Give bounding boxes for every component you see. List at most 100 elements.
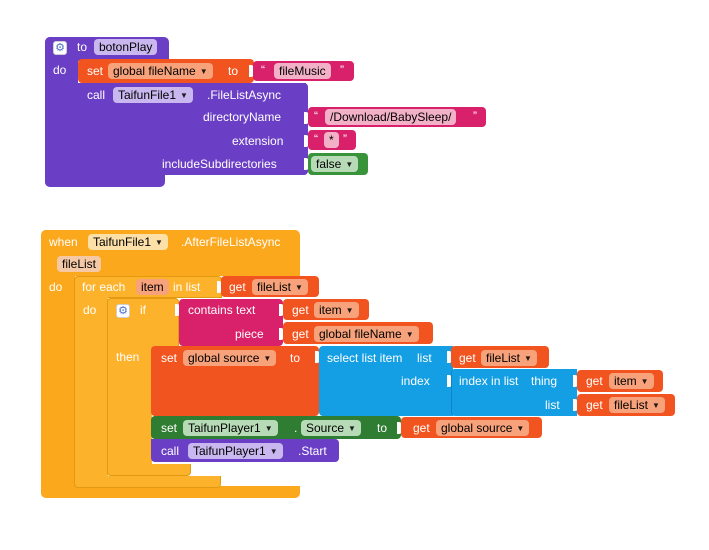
index-in-list-keyword: index in list (459, 374, 519, 388)
get-keyword: get (292, 327, 309, 341)
socket-notch (249, 65, 254, 77)
socket-notch (573, 375, 578, 387)
dropdown-arrow-icon: ▼ (516, 424, 525, 433)
property-name: Source (306, 421, 345, 435)
param-extension: extension (232, 134, 284, 148)
for-each-keyword: for each (82, 280, 126, 294)
get-keyword: get (586, 398, 603, 412)
do-keyword: do (83, 303, 97, 317)
index-in-list-block[interactable] (451, 369, 577, 416)
get-variable-dropdown[interactable]: item ▼ (314, 302, 359, 318)
dropdown-arrow-icon: ▼ (180, 91, 188, 100)
dropdown-arrow-icon: ▼ (264, 424, 273, 433)
mutator-gear-icon[interactable]: ⚙ (53, 41, 67, 55)
then-keyword: then (116, 350, 140, 364)
to-keyword: to (290, 351, 301, 365)
get-variable-dropdown[interactable]: item ▼ (609, 373, 654, 389)
component-dropdown[interactable]: TaifunFile1 ▼ (113, 87, 193, 103)
socket-notch (304, 158, 309, 170)
list-keyword: list (417, 351, 432, 365)
get-variable-dropdown[interactable]: fileList ▼ (609, 397, 665, 413)
if-left-arm (107, 298, 152, 476)
in-list-keyword: in list (173, 280, 201, 294)
variable-name: item (319, 303, 342, 317)
param-directoryname: directoryName (203, 110, 282, 124)
to-keyword: to (228, 64, 239, 78)
variable-name: global fileName (319, 327, 402, 341)
boolean-dropdown[interactable]: false ▼ (311, 156, 359, 172)
get-keyword: get (413, 421, 430, 435)
get-variable-dropdown[interactable]: global source ▼ (436, 420, 530, 436)
index-keyword: index (401, 374, 430, 388)
when-keyword: when (49, 235, 78, 249)
quote-open: “ (261, 63, 265, 77)
socket-notch (447, 375, 452, 387)
dropdown-arrow-icon: ▼ (524, 354, 532, 363)
quote-close: ” (473, 109, 477, 123)
dropdown-arrow-icon: ▼ (652, 401, 660, 410)
component-name: TaifunFile1 (93, 235, 152, 249)
call-keyword: call (87, 88, 106, 102)
if-keyword: if (140, 303, 146, 317)
for-each-left-arm (74, 276, 108, 488)
variable-name: fileList (614, 398, 649, 412)
variable-dropdown[interactable]: global source ▼ (183, 350, 277, 366)
dropdown-arrow-icon: ▼ (269, 447, 278, 456)
dropdown-arrow-icon: ▼ (263, 354, 272, 363)
for-each-bottom (74, 476, 221, 488)
procedure-botonplay-left-arm (45, 37, 78, 187)
get-keyword: get (459, 351, 476, 365)
socket-notch (175, 304, 180, 316)
set-keyword: set (161, 421, 178, 435)
event-left-arm (41, 230, 75, 498)
socket-notch (315, 351, 320, 363)
event-name: .AfterFileListAsync (181, 235, 281, 249)
dropdown-arrow-icon: ▼ (345, 306, 354, 315)
dropdown-arrow-icon: ▼ (155, 238, 163, 247)
do-keyword: do (53, 63, 67, 77)
dropdown-arrow-icon: ▼ (640, 377, 649, 386)
select-list-item-block[interactable] (319, 346, 453, 416)
component-dropdown[interactable]: TaifunFile1 ▼ (88, 234, 168, 250)
component-dropdown[interactable]: TaifunPlayer1 ▼ (188, 443, 283, 459)
variable-name: fileList (486, 351, 521, 365)
dropdown-arrow-icon: ▼ (345, 160, 354, 169)
variable-name: global fileName (113, 64, 196, 78)
directory-value-field[interactable]: /Download/BabySleep/ (325, 109, 457, 125)
contains-text-block[interactable] (179, 299, 283, 346)
get-variable-dropdown[interactable]: fileList ▼ (252, 279, 308, 295)
dropdown-arrow-icon: ▼ (348, 424, 356, 433)
procedure-name-field[interactable]: botonPlay (94, 39, 158, 55)
socket-notch (304, 112, 309, 124)
get-keyword: get (292, 303, 309, 317)
variable-name: global source (441, 421, 513, 435)
component-name: TaifunFile1 (118, 88, 177, 102)
dot-separator: . (294, 421, 298, 435)
dropdown-arrow-icon: ▼ (199, 67, 208, 76)
property-dropdown[interactable]: Source ▼ (301, 420, 361, 436)
socket-notch (217, 281, 222, 293)
socket-notch (447, 351, 452, 363)
get-variable-dropdown[interactable]: global fileName ▼ (314, 326, 419, 342)
quote-close: ” (340, 63, 344, 77)
loop-variable-item[interactable]: item (136, 279, 169, 295)
procedure-botonplay-bottom (45, 174, 165, 187)
piece-keyword: piece (235, 327, 264, 341)
socket-notch (279, 328, 284, 340)
if-mutator-gear-icon[interactable]: ⚙ (116, 304, 130, 318)
if-bottom (107, 464, 191, 476)
component-dropdown[interactable]: TaifunPlayer1 ▼ (183, 420, 278, 436)
get-variable-dropdown[interactable]: fileList ▼ (481, 350, 537, 366)
do-keyword: do (49, 280, 63, 294)
thing-keyword: thing (531, 374, 558, 388)
text-value-field[interactable]: fileMusic (274, 63, 331, 79)
dropdown-arrow-icon: ▼ (405, 330, 414, 339)
extension-value-field[interactable]: * (324, 132, 339, 148)
variable-name: global source (188, 351, 260, 365)
event-param-filelist[interactable]: fileList (57, 256, 102, 272)
call-keyword: call (161, 444, 180, 458)
quote-close: ” (343, 132, 347, 146)
variable-name: item (614, 374, 637, 388)
variable-dropdown[interactable]: global fileName ▼ (108, 63, 213, 79)
event-bottom (41, 486, 300, 498)
